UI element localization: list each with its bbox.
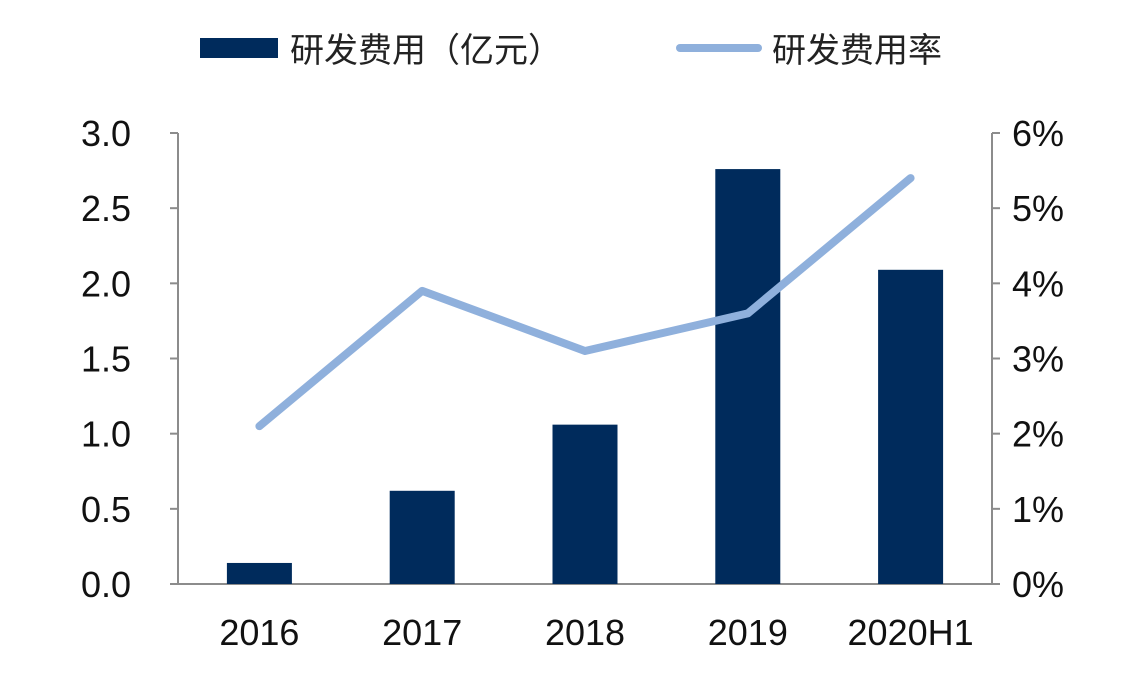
right-tick-label: 5%	[1012, 188, 1064, 229]
left-tick-label: 0.5	[81, 489, 131, 530]
rate-point	[744, 310, 751, 317]
left-tick-label: 1.0	[81, 414, 131, 455]
right-tick-label: 0%	[1012, 564, 1064, 605]
left-tick-label: 0.0	[81, 564, 131, 605]
x-tick-label: 2016	[219, 612, 299, 653]
left-tick-label: 2.0	[81, 263, 131, 304]
rate-point	[582, 347, 588, 354]
right-tick-label: 3%	[1012, 339, 1064, 380]
right-tick-label: 2%	[1012, 414, 1064, 455]
rate-point	[907, 175, 914, 182]
right-tick-label: 4%	[1012, 263, 1064, 304]
legend-bar-swatch	[200, 38, 278, 58]
legend-bar-label: 研发费用（亿元）	[290, 31, 562, 71]
legend-item-bar: 研发费用（亿元）	[200, 31, 562, 71]
bar	[389, 490, 455, 584]
x-tick-label: 2020H1	[848, 612, 974, 653]
rate-line	[255, 174, 915, 431]
legend-item-line: 研发费用率	[676, 31, 942, 71]
x-tick-label: 2017	[382, 612, 462, 653]
x-tick-label: 2018	[545, 612, 625, 653]
legend: 研发费用（亿元） 研发费用率	[200, 31, 942, 71]
plot-area: 0.0 0.5 1.0 1.5 2.0 2.5 3.0 0% 1% 2% 3% 4% 5% 6% 2016 2…	[81, 113, 1064, 653]
left-tick-label: 2.5	[81, 188, 131, 229]
right-tick-label: 6%	[1012, 113, 1064, 154]
legend-line-label: 研发费用率	[772, 31, 942, 71]
left-tick-label: 3.0	[81, 113, 131, 154]
x-tick-label: 2019	[708, 612, 788, 653]
bar	[226, 562, 292, 584]
left-tick-label: 1.5	[81, 339, 131, 380]
right-tick-label: 1%	[1012, 489, 1064, 530]
rate-point	[256, 423, 263, 430]
bar	[715, 169, 781, 584]
bar	[552, 424, 618, 584]
bar	[878, 269, 944, 584]
rate-point	[419, 287, 426, 294]
